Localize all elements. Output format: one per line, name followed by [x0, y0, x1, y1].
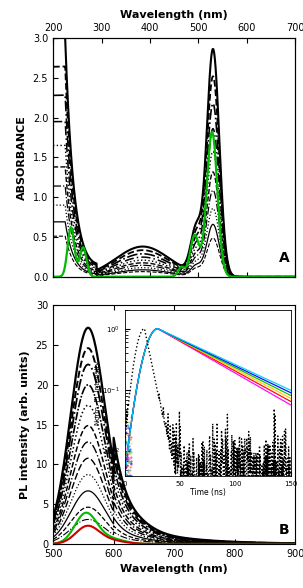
Y-axis label: PL intensity (arb. units): PL intensity (arb. units) — [20, 350, 30, 499]
Text: B: B — [278, 523, 289, 537]
X-axis label: Wavelength (nm): Wavelength (nm) — [120, 10, 228, 20]
Text: A: A — [278, 252, 289, 265]
X-axis label: Wavelength (nm): Wavelength (nm) — [120, 564, 228, 574]
Y-axis label: ABSORBANCE: ABSORBANCE — [17, 115, 27, 200]
